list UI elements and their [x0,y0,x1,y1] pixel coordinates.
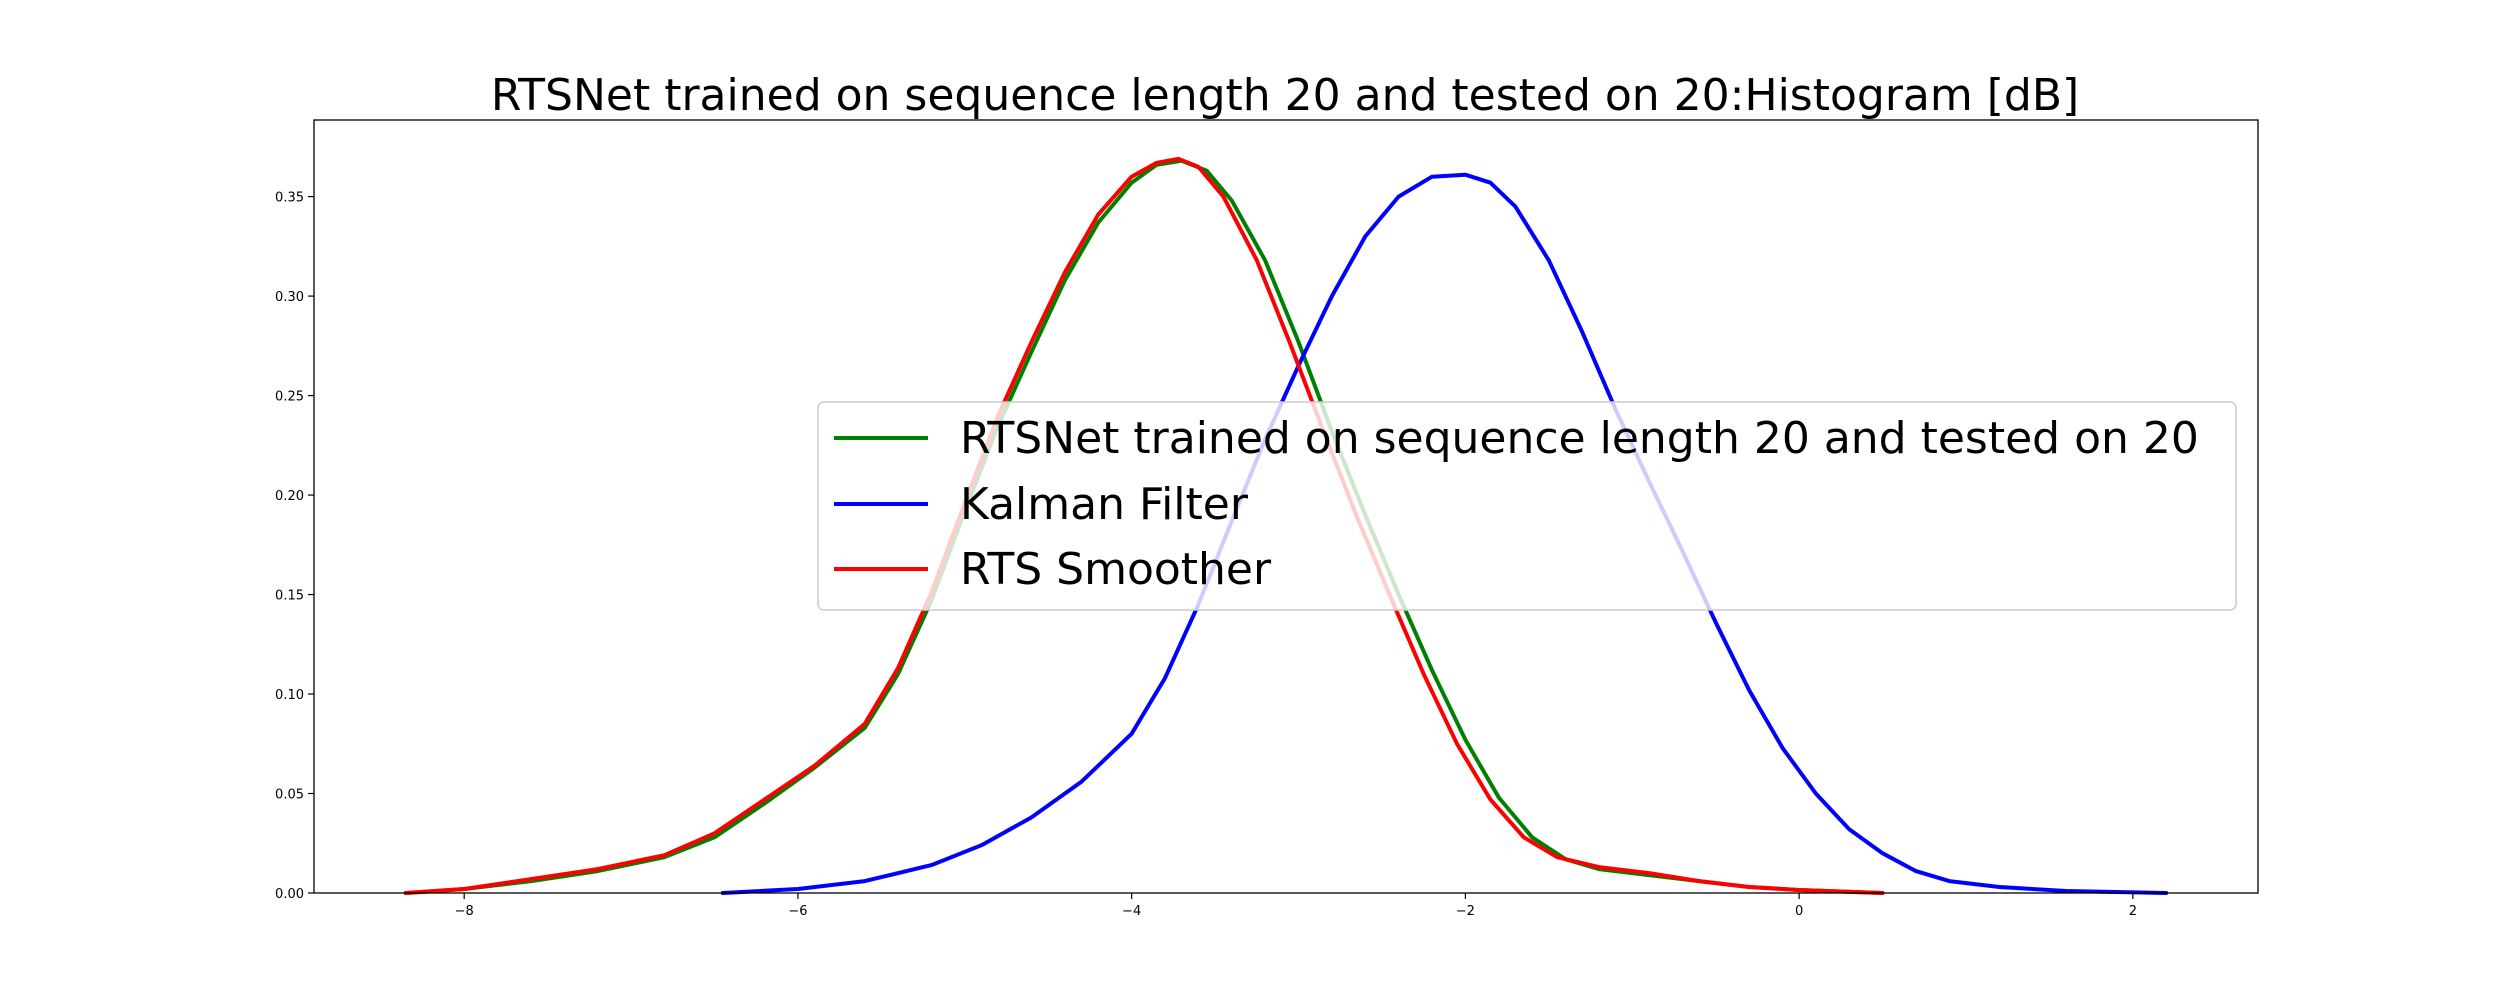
series-layer [403,156,2169,895]
legend-items: RTSNet trained on sequence length 20 and… [834,413,2199,595]
chart-title: RTSNet trained on sequence length 20 and… [491,70,2079,121]
x-tick-label: −8 [455,904,474,919]
y-tick-label: 0.15 [275,589,304,604]
legend-label-1: Kalman Filter [960,479,1249,530]
series-line-2 [403,156,1885,895]
series-line-1 [720,172,2169,895]
y-tick-label: 0.00 [275,887,304,902]
x-tick-label: 0 [1795,904,1803,919]
legend-label-2: RTS Smoother [960,544,1272,595]
legend-box [817,401,2237,611]
plot-frame [313,119,2259,894]
axes-layer: −8 −6 −4 −2 0 2 0.00 0.05 0.10 0.15 0.20 0.25 0.30 0.… [275,119,2259,919]
x-tick-label: 2 [2129,904,2137,919]
y-tick-label: 0.30 [275,290,304,305]
y-tick-label: 0.05 [275,788,304,803]
x-tick-label: −2 [1456,904,1475,919]
y-tick-label: 0.20 [275,489,304,504]
legend-label-0: RTSNet trained on sequence length 20 and… [960,413,2199,464]
x-tick-label: −4 [1122,904,1141,919]
x-tick-label: −6 [788,904,807,919]
y-tick-label: 0.10 [275,688,304,703]
y-tick-label: 0.25 [275,390,304,405]
legend: RTSNet trained on sequence length 20 and… [817,401,2237,611]
y-tick-label: 0.35 [275,191,304,206]
